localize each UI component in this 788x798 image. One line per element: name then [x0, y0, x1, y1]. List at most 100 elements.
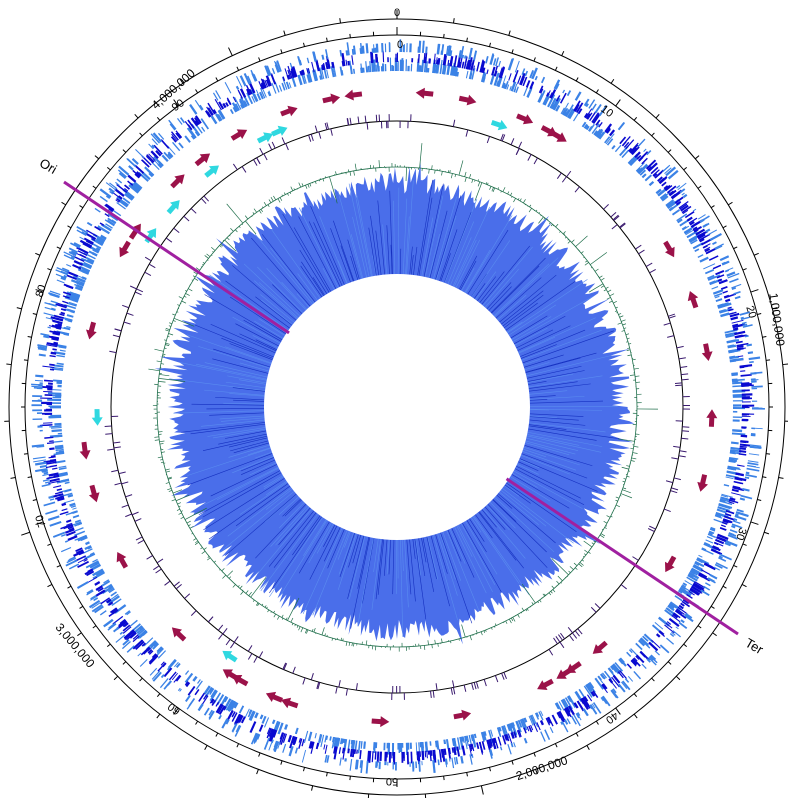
gene-light	[340, 738, 343, 745]
gene-dark	[218, 705, 226, 715]
gene-dark	[556, 712, 562, 719]
gene-light	[720, 312, 730, 317]
gene-light	[108, 584, 113, 589]
feature-tick	[183, 215, 190, 222]
feature-tick	[560, 632, 565, 640]
gene-dark	[522, 76, 528, 87]
gene-light-outer	[115, 181, 120, 187]
gc-skew-bar	[180, 510, 183, 512]
gene-light	[464, 735, 467, 741]
coverage-spike	[486, 282, 512, 310]
gc-skew-bar	[165, 328, 170, 331]
coverage-spike	[522, 450, 577, 471]
feature-tick	[611, 224, 618, 230]
gene-dark	[90, 238, 96, 241]
gene-light	[63, 488, 72, 493]
gene-dark	[725, 510, 735, 515]
gene-dark	[195, 115, 202, 124]
gene-light	[595, 128, 603, 137]
gene-light	[76, 277, 86, 283]
gc-skew-bar	[230, 227, 234, 232]
coverage-spike	[292, 515, 321, 556]
gene-dark	[51, 335, 60, 339]
gene-dark	[545, 717, 551, 726]
gene-light-outer	[354, 759, 359, 770]
gene-light-outer	[116, 178, 123, 184]
gene-light	[435, 740, 439, 749]
gene-light	[715, 513, 722, 518]
gene-light	[230, 701, 237, 710]
gc-skew-bar	[581, 251, 584, 254]
gene-dark	[238, 715, 244, 724]
gene-light	[294, 727, 299, 735]
gene-light	[661, 195, 669, 202]
gene-light	[82, 535, 88, 540]
gene-light-outer	[707, 577, 715, 582]
gene-light	[489, 73, 496, 85]
coverage-spike	[210, 323, 276, 354]
gene-dark	[499, 67, 506, 79]
gc-skew-bar	[329, 176, 338, 204]
gene-light	[654, 622, 664, 630]
gene-dark	[476, 742, 480, 750]
gene-dark	[691, 586, 702, 594]
gene-light-outer	[733, 290, 741, 295]
gene-light	[74, 527, 84, 532]
coverage-spike	[518, 317, 596, 353]
gene-dark	[48, 472, 59, 477]
gc-skew-bar	[525, 609, 528, 612]
gene-dark	[638, 156, 645, 162]
feature-tick	[555, 636, 561, 643]
gc-skew-bar	[542, 593, 546, 597]
gene-dark	[715, 538, 725, 545]
gene-dark	[268, 728, 275, 742]
gene-light	[97, 571, 105, 577]
gc-skew-bar	[578, 563, 583, 568]
gene-light	[575, 690, 583, 701]
gene-dark	[246, 88, 251, 96]
coverage-spike	[529, 416, 579, 421]
gc-skew-bar	[569, 566, 574, 570]
gene-light-outer	[36, 446, 45, 448]
gene-light-outer	[724, 542, 731, 547]
coverage-spike	[473, 515, 530, 595]
rna-arrow	[79, 441, 91, 460]
gene-light	[659, 193, 667, 200]
coverage-spike	[417, 179, 433, 276]
gc-skew-bar	[568, 570, 571, 574]
gene-light	[469, 73, 473, 80]
gene-light	[67, 494, 74, 498]
gc-skew-bar	[584, 262, 589, 266]
gene-light-outer	[232, 723, 238, 733]
gc-skew-bar	[441, 171, 443, 176]
gene-light	[510, 81, 517, 92]
gene-light	[318, 67, 324, 80]
percent-tick	[683, 643, 688, 648]
gene-light	[618, 658, 625, 665]
gene-light	[515, 720, 522, 733]
gene-light-outer	[167, 680, 172, 686]
coverage-spike	[282, 213, 330, 293]
gene-dark	[513, 731, 518, 738]
feature-tick	[475, 681, 479, 689]
gene-light-outer	[208, 709, 213, 716]
gc-skew-bar	[511, 617, 514, 622]
gene-light	[240, 104, 244, 109]
gene-light	[434, 740, 438, 748]
gene-light-outer	[705, 582, 711, 587]
gene-dark	[716, 535, 728, 543]
percent-tick	[303, 767, 305, 772]
gene-dark	[608, 129, 616, 137]
gene-light	[267, 91, 271, 97]
feature-tick	[118, 471, 126, 475]
gc-skew-bar	[621, 319, 626, 322]
coverage-spike	[298, 207, 339, 288]
gene-dark	[453, 55, 458, 67]
gene-dark	[659, 177, 667, 185]
gene-light	[64, 296, 79, 303]
gene-light-outer	[42, 478, 50, 482]
gc-skew-bar	[574, 567, 578, 570]
percent-tick	[533, 57, 536, 62]
gc-skew-bar	[177, 502, 181, 505]
gene-light	[273, 720, 280, 731]
